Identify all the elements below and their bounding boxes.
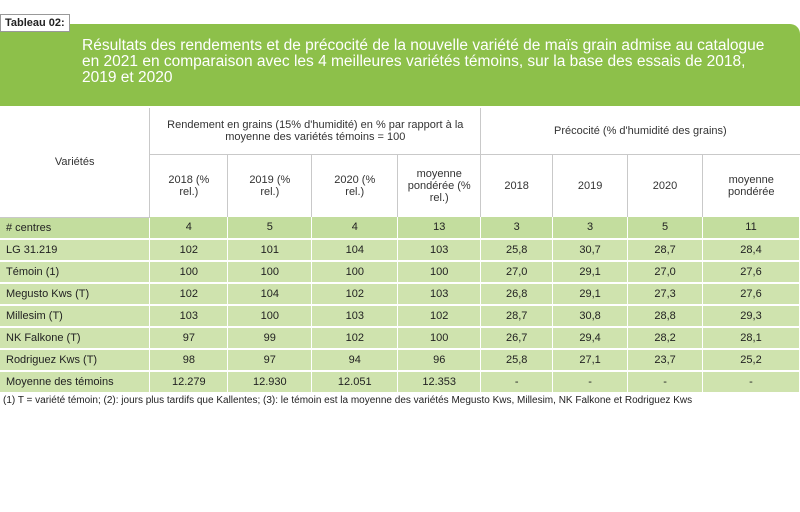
table-row: Megusto Kws (T) 102 104 102 103 26,8 29,… <box>0 282 800 306</box>
table-row: Rodriguez Kws (T) 98 97 94 96 25,8 27,1 … <box>0 348 800 372</box>
header-precocite: Précocité (% d'humidité des grains) <box>480 108 800 155</box>
cell: 100 <box>149 260 229 284</box>
row-label: Rodriguez Kws (T) <box>0 348 151 372</box>
footnote: (1) T = variété témoin; (2): jours plus … <box>3 395 693 406</box>
cell: 30,7 <box>552 238 629 262</box>
row-label: Moyenne des témoins <box>0 370 151 394</box>
cell: - <box>480 370 554 394</box>
cell: 97 <box>227 348 313 372</box>
cell: 26,7 <box>480 326 554 350</box>
cell: 29,1 <box>552 282 629 306</box>
cell: 100 <box>397 260 482 284</box>
cell: 28,2 <box>627 326 704 350</box>
cell: 27,0 <box>627 260 704 284</box>
header-col: moyenne pondérée <box>702 154 800 217</box>
cell: 12.930 <box>227 370 313 394</box>
cell: 26,8 <box>480 282 554 306</box>
header-varietes: Variétés <box>0 108 151 218</box>
cell: 98 <box>149 348 229 372</box>
header-col: 2020 (% rel.) <box>311 154 399 217</box>
cell: 97 <box>149 326 229 350</box>
cell: 12.279 <box>149 370 229 394</box>
cell: 104 <box>311 238 399 262</box>
results-table: Variétés Rendement en grains (15% d'humi… <box>0 108 800 394</box>
cell: 3 <box>480 217 554 240</box>
table-row: NK Falkone (T) 97 99 102 100 26,7 29,4 2… <box>0 326 800 350</box>
row-label: Megusto Kws (T) <box>0 282 151 306</box>
cell: 11 <box>702 217 800 240</box>
header-col: 2020 <box>627 154 704 217</box>
table-row: LG 31.219 102 101 104 103 25,8 30,7 28,7… <box>0 238 800 262</box>
cell: 27,6 <box>702 260 800 284</box>
cell: 100 <box>397 326 482 350</box>
title-band <box>0 24 800 106</box>
cell: - <box>627 370 704 394</box>
cell: 25,8 <box>480 238 554 262</box>
cell: 28,1 <box>702 326 800 350</box>
table-row: Moyenne des témoins 12.279 12.930 12.051… <box>0 370 800 394</box>
cell: 28,4 <box>702 238 800 262</box>
header-col: 2018 (% rel.) <box>149 154 229 217</box>
cell: 96 <box>397 348 482 372</box>
cell: 13 <box>397 217 482 240</box>
cell: 4 <box>149 217 229 240</box>
table-row: Millesim (T) 103 100 103 102 28,7 30,8 2… <box>0 304 800 328</box>
header-col: 2019 <box>552 154 629 217</box>
cell: 100 <box>227 260 313 284</box>
cell: 5 <box>627 217 704 240</box>
table-row: Témoin (1) 100 100 100 100 27,0 29,1 27,… <box>0 260 800 284</box>
cell: 101 <box>227 238 313 262</box>
cell: 27,6 <box>702 282 800 306</box>
cell: 4 <box>311 217 399 240</box>
cell: - <box>552 370 629 394</box>
cell: 28,7 <box>480 304 554 328</box>
cell: 94 <box>311 348 399 372</box>
cell: 27,3 <box>627 282 704 306</box>
cell: 100 <box>227 304 313 328</box>
cell: 102 <box>149 282 229 306</box>
cell: 102 <box>311 282 399 306</box>
row-label: Témoin (1) <box>0 260 151 284</box>
cell: 12.353 <box>397 370 482 394</box>
table-label: Tableau 02: <box>0 14 70 32</box>
table-row: # centres 4 5 4 13 3 3 5 11 <box>0 217 800 240</box>
cell: 5 <box>227 217 313 240</box>
cell: 29,1 <box>552 260 629 284</box>
cell: 29,4 <box>552 326 629 350</box>
cell: 104 <box>227 282 313 306</box>
header-col: moyenne pondérée (% rel.) <box>397 154 482 217</box>
cell: 23,7 <box>627 348 704 372</box>
cell: 29,3 <box>702 304 800 328</box>
cell: 3 <box>552 217 629 240</box>
cell: 25,8 <box>480 348 554 372</box>
cell: 102 <box>311 326 399 350</box>
cell: 27,1 <box>552 348 629 372</box>
header-col: 2018 <box>480 154 554 217</box>
cell: 12.051 <box>311 370 399 394</box>
header-rendement: Rendement en grains (15% d'humidité) en … <box>149 108 482 155</box>
cell: 25,2 <box>702 348 800 372</box>
cell: 103 <box>397 238 482 262</box>
cell: 102 <box>149 238 229 262</box>
row-label: NK Falkone (T) <box>0 326 151 350</box>
header-col: 2019 (% rel.) <box>227 154 313 217</box>
table-title: Résultats des rendements et de précocité… <box>82 37 765 86</box>
cell: 100 <box>311 260 399 284</box>
cell: 103 <box>311 304 399 328</box>
row-label: Millesim (T) <box>0 304 151 328</box>
cell: 27,0 <box>480 260 554 284</box>
cell: 102 <box>397 304 482 328</box>
cell: - <box>702 370 800 394</box>
row-label: # centres <box>0 217 151 240</box>
cell: 99 <box>227 326 313 350</box>
cell: 103 <box>149 304 229 328</box>
cell: 28,8 <box>627 304 704 328</box>
cell: 30,8 <box>552 304 629 328</box>
row-label: LG 31.219 <box>0 238 151 262</box>
cell: 103 <box>397 282 482 306</box>
cell: 28,7 <box>627 238 704 262</box>
